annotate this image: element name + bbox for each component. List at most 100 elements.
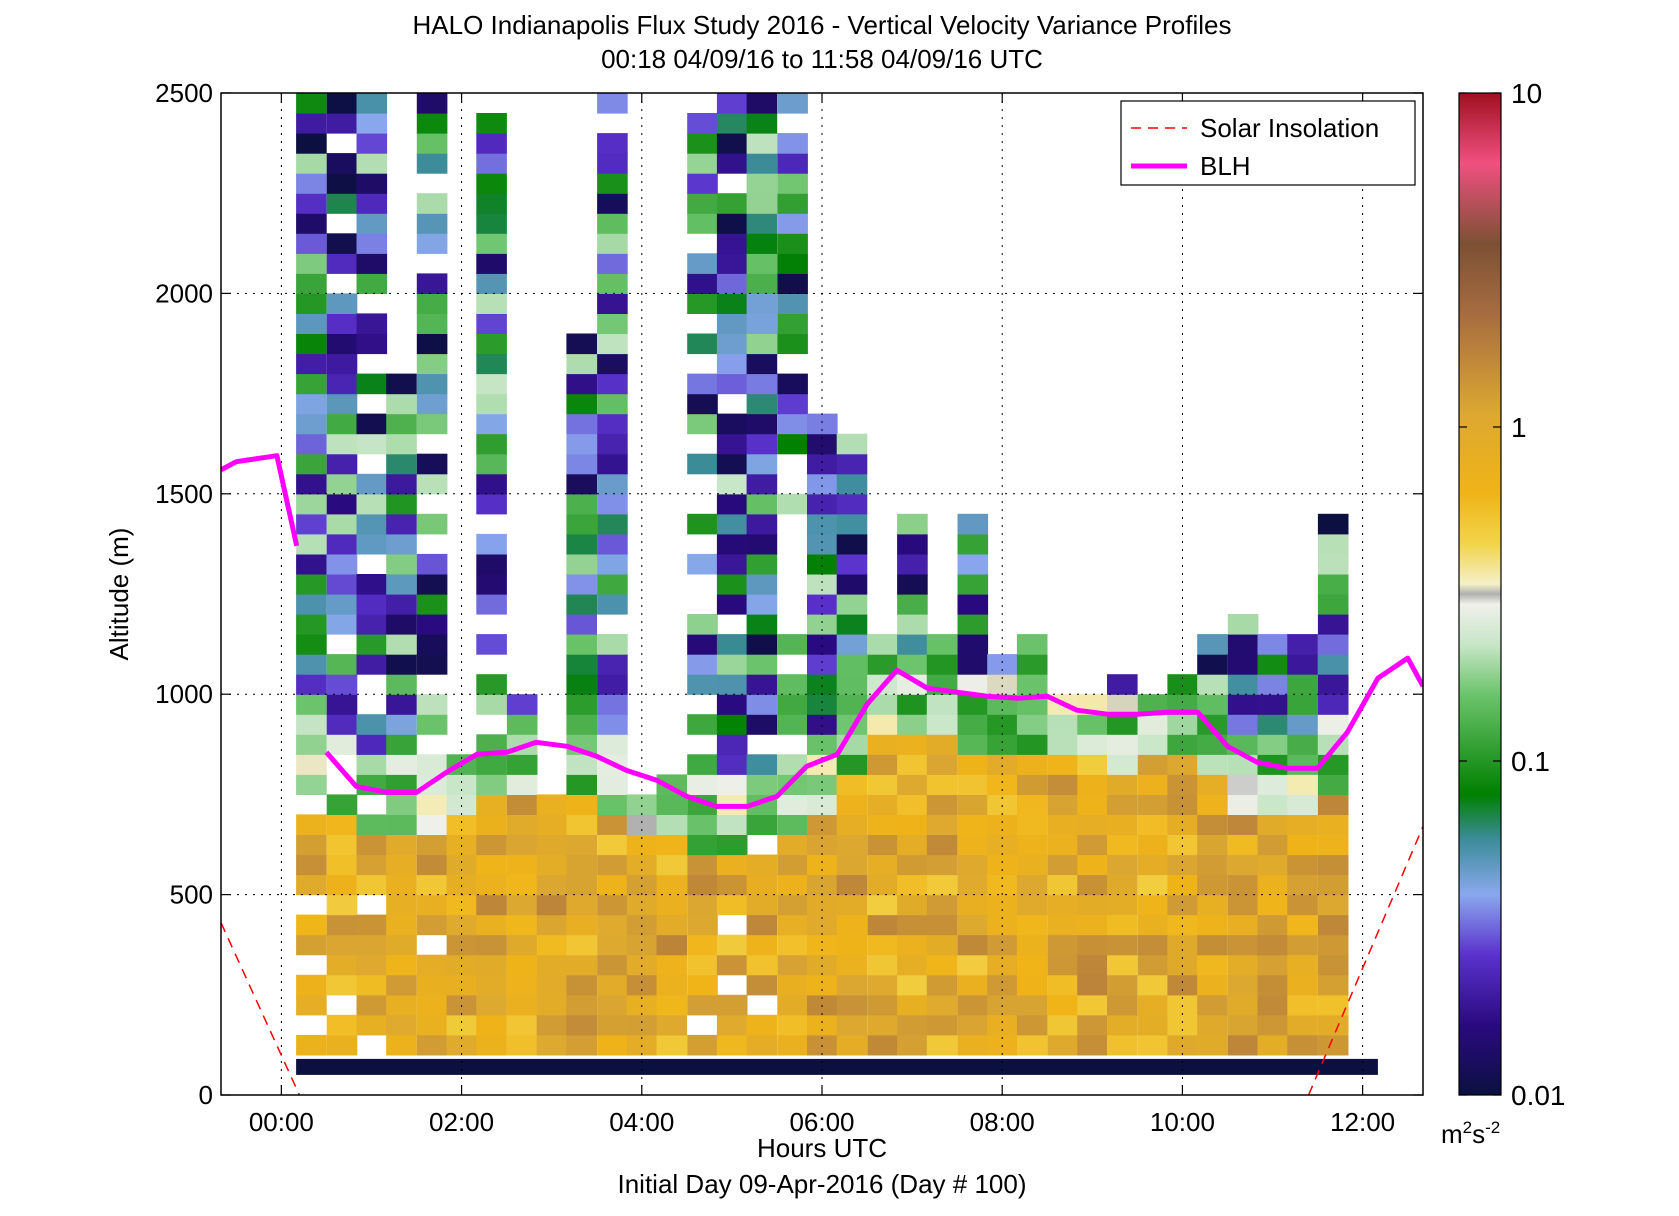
heatmap-cell (777, 674, 808, 695)
heatmap-cell (1047, 714, 1079, 735)
heatmap-cell (326, 413, 358, 435)
heatmap-cell (296, 934, 327, 956)
heatmap-cell (1077, 914, 1108, 936)
heatmap-cell (687, 974, 718, 996)
heatmap-cell (836, 513, 868, 535)
heatmap-cell (386, 954, 417, 976)
heatmap-cell (1197, 854, 1228, 876)
heatmap-cell (1047, 754, 1079, 775)
heatmap-cell (716, 113, 748, 134)
heatmap-cell (416, 93, 448, 114)
heatmap-cell (687, 954, 718, 976)
heatmap-cell (746, 854, 778, 876)
heatmap-cell (416, 413, 448, 435)
heatmap-cell (807, 934, 838, 956)
heatmap-cell (957, 754, 989, 775)
heatmap-cell (1257, 874, 1289, 896)
heatmap-cell (296, 393, 327, 415)
heatmap-cell (356, 253, 388, 274)
heatmap-cell (1227, 834, 1259, 856)
heatmap-cell (897, 814, 928, 835)
heatmap-cell (1257, 894, 1289, 916)
heatmap-cell (777, 253, 808, 274)
heatmap-cell (957, 533, 989, 555)
heatmap-cell (506, 854, 538, 876)
heatmap-cell (476, 994, 507, 1016)
heatmap-cell (1047, 794, 1079, 815)
heatmap-cell (1227, 874, 1259, 896)
y-axis-label: Altitude (m) (104, 528, 134, 661)
heatmap-cell (777, 493, 808, 515)
heatmap-cell (326, 193, 358, 214)
heatmap-cell (566, 894, 597, 916)
heatmap-cell (386, 794, 417, 815)
heatmap-cell (656, 974, 688, 996)
heatmap-cell (746, 93, 778, 114)
heatmap-cell (1257, 634, 1289, 655)
heatmap-cell (326, 894, 358, 916)
heatmap-cell (356, 594, 388, 615)
heatmap-cell (476, 1014, 507, 1036)
heatmap-cell (566, 473, 597, 495)
heatmap-cell (566, 1014, 597, 1036)
heatmap-cell (1317, 574, 1349, 595)
heatmap-cell (807, 774, 838, 795)
heatmap-cell (746, 413, 778, 435)
colorbar-unit-sup2: -2 (1485, 1118, 1500, 1137)
heatmap-cell (1257, 954, 1289, 976)
heatmap-cell (597, 954, 628, 976)
heatmap-cell (386, 553, 417, 575)
heatmap-cell (1197, 654, 1228, 675)
heatmap-cell (807, 594, 838, 615)
heatmap-cell (326, 353, 358, 375)
heatmap-cell (746, 814, 778, 835)
heatmap-cell (326, 854, 358, 876)
heatmap-cell (957, 654, 989, 675)
heatmap-cell (296, 313, 327, 334)
heatmap-cell (926, 734, 958, 755)
heatmap-cell (746, 433, 778, 455)
heatmap-cell (867, 934, 898, 956)
heatmap-cell (777, 293, 808, 314)
heatmap-cell (897, 714, 928, 735)
heatmap-cell (1107, 894, 1138, 916)
heatmap-cell (836, 493, 868, 515)
heatmap-cell (476, 594, 507, 615)
heatmap-cell (987, 794, 1018, 815)
heatmap-cell (597, 674, 628, 695)
heatmap-cell (386, 734, 417, 755)
y-axis: 0 500 1000 1500 2000 2500 (155, 78, 1423, 1110)
heatmap-cell (716, 854, 748, 876)
heatmap-cell (1047, 854, 1079, 876)
heatmap-cell (416, 213, 448, 234)
heatmap-cell (716, 954, 748, 976)
heatmap-cell (416, 614, 448, 635)
heatmap-cell (807, 634, 838, 655)
heatmap-cell (777, 694, 808, 715)
heatmap-cell (326, 654, 358, 675)
colorbar-ticks: 0.01 0.1 1 10 (1459, 78, 1566, 1111)
heatmap-cell (1047, 734, 1079, 755)
heatmap-cell (597, 694, 628, 715)
colorbar-tick-label: 10 (1511, 78, 1542, 109)
heatmap-cell (836, 433, 868, 455)
heatmap-cell (476, 954, 507, 976)
heatmap-cell (536, 894, 568, 916)
heatmap-cell (626, 794, 658, 815)
heatmap-cell (356, 433, 388, 455)
heatmap-cell (1107, 1014, 1138, 1036)
heatmap-cell (446, 914, 478, 936)
heatmap-cell (597, 714, 628, 735)
heatmap-cell (476, 413, 507, 435)
heatmap-cell (687, 453, 718, 475)
heatmap-cell (1197, 814, 1228, 835)
heatmap-cell (807, 413, 838, 435)
heatmap-cell (566, 814, 597, 835)
heatmap-cell (476, 293, 507, 314)
heatmap-cell (1317, 553, 1349, 575)
heatmap-cell (1317, 834, 1349, 856)
heatmap-cell (476, 473, 507, 495)
heatmap-cell (687, 333, 718, 355)
heatmap-cell (836, 553, 868, 575)
solar-insolation-line (221, 922, 301, 1095)
